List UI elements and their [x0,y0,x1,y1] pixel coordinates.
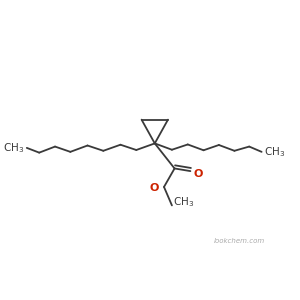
Text: lookchem.com: lookchem.com [214,238,265,244]
Text: CH$_3$: CH$_3$ [4,141,25,155]
Text: CH$_3$: CH$_3$ [173,195,194,209]
Text: O: O [150,183,159,193]
Text: CH$_3$: CH$_3$ [264,145,285,159]
Text: O: O [194,169,203,179]
